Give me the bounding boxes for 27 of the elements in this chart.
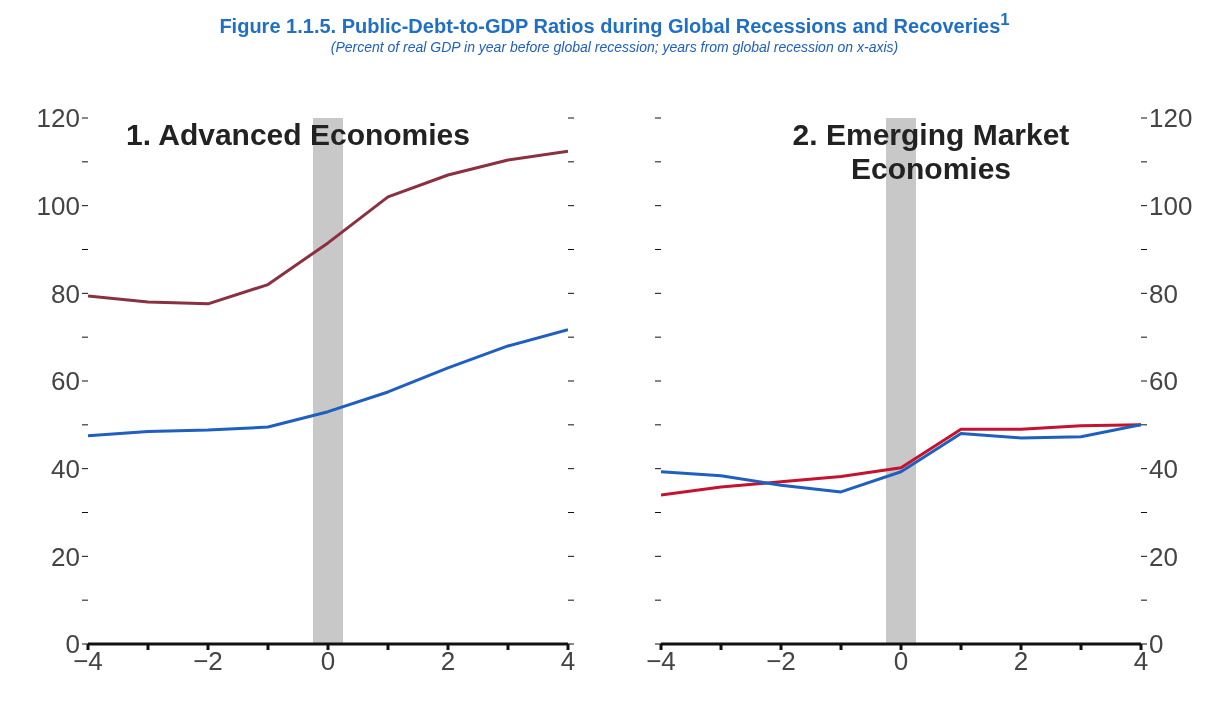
- y-tick-label: 100: [36, 190, 80, 221]
- y-tick-label: 20: [51, 541, 80, 572]
- caption: Figure 1.1.5. Public-Debt-to-GDP Ratios during Global Recessions and Recoveries$^{1}$: [218, 9, 1011, 38]
- x-tick-label: −4: [646, 646, 676, 677]
- x-tick-label: −2: [193, 646, 223, 677]
- y-tick-label: 60: [51, 366, 80, 397]
- y-tick-label: 80: [51, 278, 80, 309]
- y2-tick-label: 80: [1149, 278, 1178, 309]
- text: 2. Emerging Market Economies: [791, 118, 1071, 186]
- y2-tick-label: 120: [1149, 103, 1193, 134]
- line-series: [88, 149, 568, 306]
- x-tick-label: 0: [320, 646, 336, 677]
- x-tick-label: 2: [440, 646, 456, 677]
- y2-tick-label: 100: [1149, 190, 1193, 221]
- y-tick-label: 120: [36, 103, 80, 134]
- line-series: [88, 328, 568, 438]
- x-tick-label: 4: [1133, 646, 1149, 677]
- x-tick-label: 4: [560, 646, 576, 677]
- text: (Percent of real GDP in year before global recession; years from global recession on x-axis): [329, 37, 900, 56]
- x-tick-label: 0: [893, 646, 909, 677]
- chart-title: 1. Advanced Economies: [125, 118, 471, 152]
- y2-tick-label: 20: [1149, 541, 1178, 572]
- x-tick-label: −2: [766, 646, 796, 677]
- y2-tick-label: 60: [1149, 366, 1178, 397]
- y-tick-label: 40: [51, 453, 80, 484]
- x-tick-label: 2: [1013, 646, 1029, 677]
- y2-tick-label: 40: [1149, 453, 1178, 484]
